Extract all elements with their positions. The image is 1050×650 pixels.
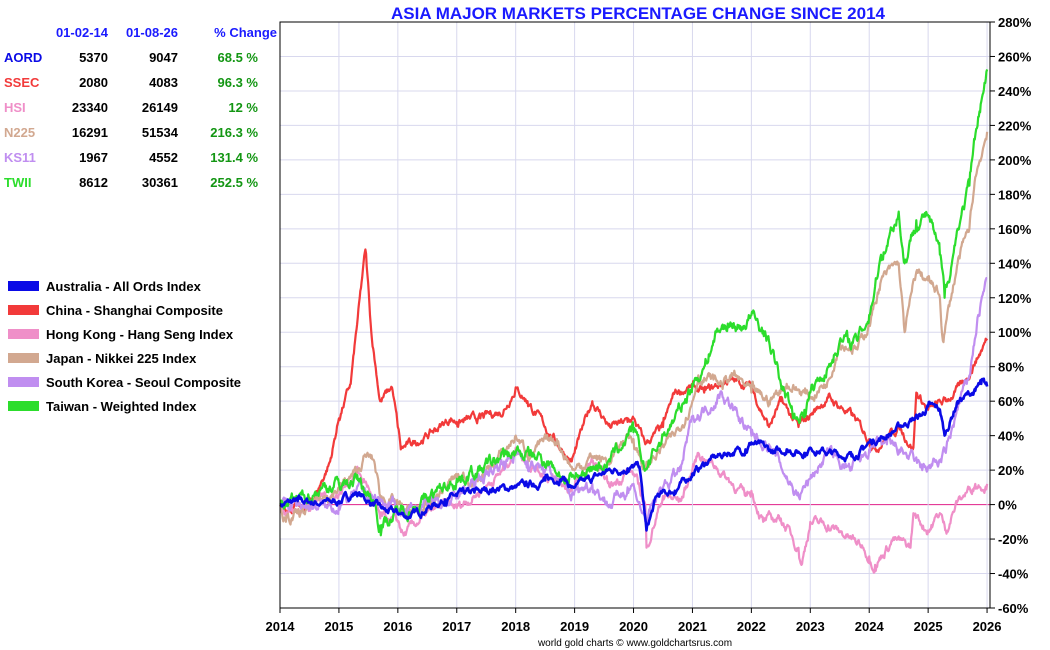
series-line-hsi (279, 446, 989, 574)
x-tick-label: 2017 (442, 619, 471, 634)
y-tick-label: 160% (998, 222, 1032, 237)
y-tick-label: 280% (998, 15, 1032, 30)
x-tick-label: 2022 (737, 619, 766, 634)
table-change-value: 96.3 % (218, 75, 259, 90)
table-code: TWII (4, 175, 31, 190)
y-tick-label: 100% (998, 325, 1032, 340)
table-start-value: 2080 (79, 75, 108, 90)
legend-swatch-ks11 (8, 377, 39, 387)
x-tick-label: 2018 (501, 619, 530, 634)
y-tick-label: 20% (998, 463, 1024, 478)
table-change-value: 68.5 % (218, 50, 259, 65)
x-tick-label: 2014 (266, 619, 296, 634)
y-tick-label: 120% (998, 291, 1032, 306)
x-tick-label: 2021 (678, 619, 707, 634)
series-line-aord (279, 377, 989, 532)
table-start-value: 1967 (79, 150, 108, 165)
y-tick-label: 60% (998, 394, 1024, 409)
table-code: N225 (4, 125, 35, 140)
legend-label: South Korea - Seoul Composite (46, 375, 241, 390)
legend-swatch-n225 (8, 353, 39, 363)
table-end-value: 4552 (149, 150, 178, 165)
y-tick-label: 260% (998, 49, 1032, 64)
table-end-value: 4083 (149, 75, 178, 90)
y-tick-label: 40% (998, 429, 1024, 444)
table-code: KS11 (4, 150, 36, 165)
x-tick-label: 2025 (914, 619, 943, 634)
y-tick-label: -60% (998, 601, 1029, 616)
table-start-value: 16291 (72, 125, 108, 140)
y-tick-label: 180% (998, 187, 1032, 202)
table-start-value: 8612 (79, 175, 108, 190)
table-change-value: 12 % (228, 100, 258, 115)
x-tick-label: 2015 (324, 619, 353, 634)
x-tick-label: 2023 (796, 619, 825, 634)
axes: -60% -40% -20% 0% 20% 40% 60% 80% 100% 120% 140% 16… (266, 15, 1032, 634)
legend: Australia - All Ords Index China - Shangh… (8, 279, 241, 414)
table-code: HSI (4, 100, 26, 115)
table-change-value: 252.5 % (210, 175, 258, 190)
table-end-value: 9047 (149, 50, 178, 65)
y-tick-label: 140% (998, 256, 1032, 271)
table-header: 01-08-26 (126, 25, 178, 40)
y-tick-label: 240% (998, 84, 1032, 99)
y-tick-label: 0% (998, 498, 1017, 513)
y-tick-label: -40% (998, 567, 1029, 582)
chart-credit: world gold charts © www.goldchartsrus.co… (537, 638, 732, 649)
x-tick-label: 2019 (560, 619, 589, 634)
y-tick-label: -20% (998, 532, 1029, 547)
legend-label: Japan - Nikkei 225 Index (46, 351, 197, 366)
legend-swatch-aord (8, 281, 39, 291)
series-lines (278, 69, 989, 574)
table-code: SSEC (4, 75, 40, 90)
table-end-value: 51534 (142, 125, 179, 140)
x-tick-label: 2016 (383, 619, 412, 634)
table-start-value: 5370 (79, 50, 108, 65)
legend-swatch-ssec (8, 305, 39, 315)
chart-title: ASIA MAJOR MARKETS PERCENTAGE CHANGE SIN… (391, 4, 886, 23)
table-start-value: 23340 (72, 100, 108, 115)
table-code: AORD (4, 50, 42, 65)
table-change-value: 131.4 % (210, 150, 258, 165)
legend-label: Australia - All Ords Index (46, 279, 202, 294)
legend-label: China - Shanghai Composite (46, 303, 223, 318)
x-tick-label: 2020 (619, 619, 648, 634)
y-tick-label: 220% (998, 118, 1032, 133)
table-header: 01-02-14 (56, 25, 109, 40)
table-end-value: 26149 (142, 100, 178, 115)
legend-label: Hong Kong - Hang Seng Index (46, 327, 234, 342)
legend-swatch-hsi (8, 329, 39, 339)
legend-label: Taiwan - Weighted Index (46, 399, 197, 414)
table-end-value: 30361 (142, 175, 178, 190)
table-header: % Change (214, 25, 277, 40)
legend-swatch-twii (8, 401, 39, 411)
table-change-value: 216.3 % (210, 125, 258, 140)
x-tick-label: 2026 (973, 619, 1002, 634)
y-tick-label: 200% (998, 153, 1032, 168)
plot-frame (279, 21, 991, 609)
x-tick-label: 2024 (855, 619, 885, 634)
y-tick-label: 80% (998, 360, 1024, 375)
summary-table: 01-02-14 01-08-26 % Change AORD 5370 9047 68.5… (4, 25, 277, 190)
